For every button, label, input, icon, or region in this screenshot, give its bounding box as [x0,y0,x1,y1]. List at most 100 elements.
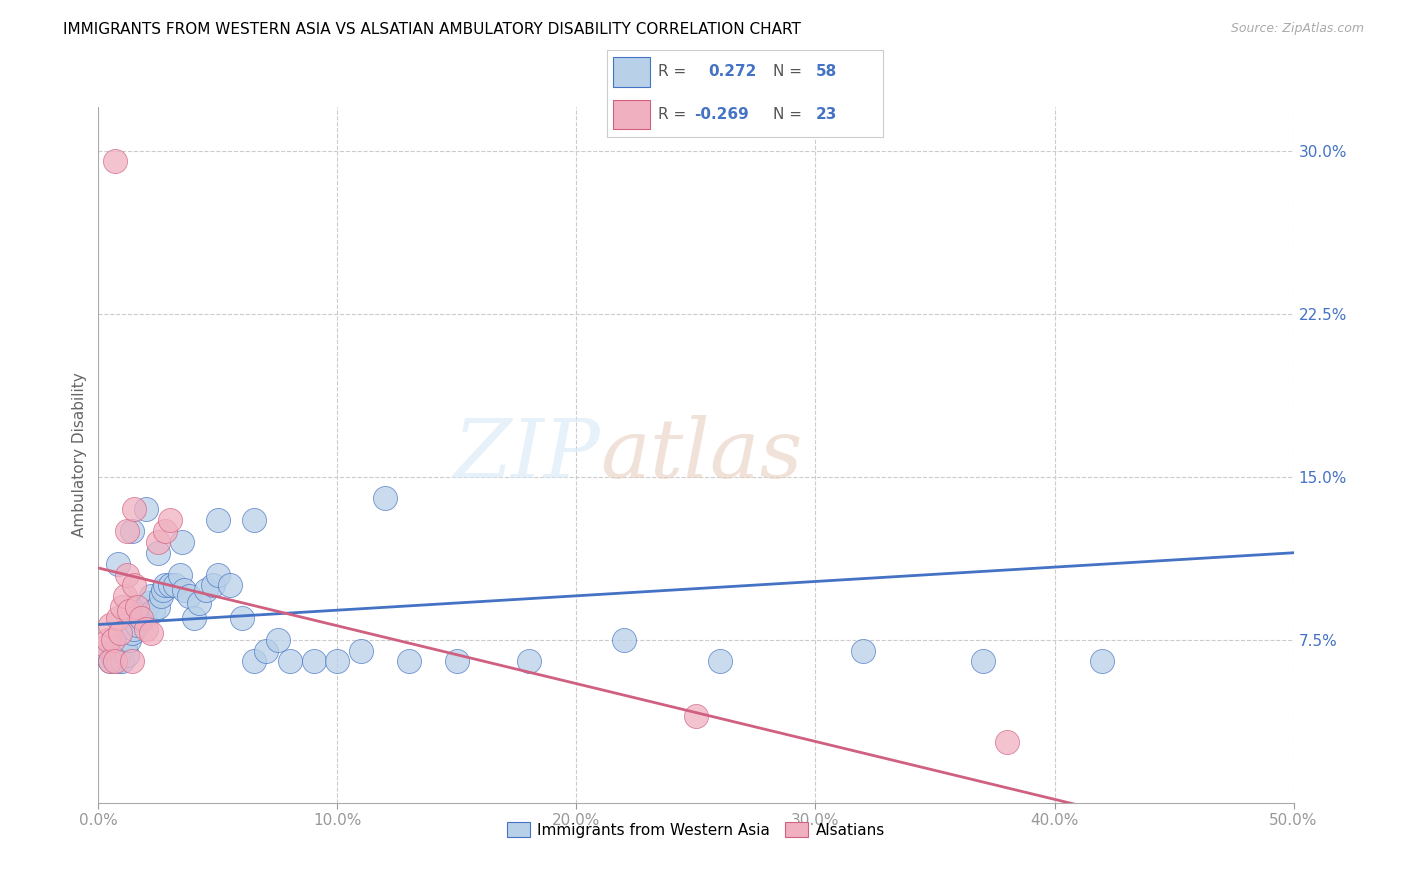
Point [152,582,174,597]
FancyBboxPatch shape [613,57,650,87]
Point [169,567,191,582]
Point [142,605,165,619]
Point [207,513,229,527]
Point [114,639,136,653]
Point [613,632,636,647]
Point [114,589,136,603]
Text: R =: R = [658,64,696,79]
Text: ZIP: ZIP [454,415,600,495]
Point [104,643,127,657]
FancyBboxPatch shape [613,100,650,129]
Point [135,600,157,615]
Point [111,655,134,669]
Y-axis label: Ambulatory Disability: Ambulatory Disability [72,373,87,537]
Point [163,578,186,592]
Text: N =: N = [773,107,807,121]
Text: -0.269: -0.269 [695,107,749,121]
Point [155,524,177,538]
Point [98,617,122,632]
Point [1091,655,1114,669]
Point [125,617,148,632]
Point [148,534,170,549]
Point [94,648,117,662]
Point [124,622,146,636]
Point [139,589,162,603]
Point [107,557,129,571]
Point [118,605,141,619]
Text: N =: N = [773,64,807,79]
Text: atlas: atlas [600,415,803,495]
Point [685,708,707,723]
FancyBboxPatch shape [607,50,883,137]
Point [187,596,209,610]
Point [446,655,468,669]
Point [101,650,124,665]
Point [159,513,181,527]
Point [125,600,148,615]
Point [148,600,170,615]
Point [98,655,122,669]
Point [135,622,157,636]
Point [517,655,540,669]
Point [101,632,124,647]
Text: R =: R = [658,107,692,121]
Point [254,643,277,657]
Point [207,567,229,582]
Point [709,655,731,669]
Point [155,578,177,592]
Point [138,596,160,610]
Point [108,643,131,657]
Point [111,600,134,615]
Point [115,524,138,538]
Point [267,632,290,647]
Point [852,643,875,657]
Point [278,655,301,669]
Point [97,632,120,647]
Point [124,502,146,516]
Point [139,626,162,640]
Text: Source: ZipAtlas.com: Source: ZipAtlas.com [1230,22,1364,36]
Point [124,578,146,592]
Point [148,546,170,560]
Point [121,524,143,538]
Point [972,655,994,669]
Point [231,611,253,625]
Point [98,655,122,669]
Point [115,567,138,582]
Point [172,534,194,549]
Point [107,611,129,625]
Point [104,154,127,169]
Point [149,589,172,603]
Point [302,655,325,669]
Point [94,639,117,653]
Point [243,513,266,527]
Text: IMMIGRANTS FROM WESTERN ASIA VS ALSATIAN AMBULATORY DISABILITY CORRELATION CHART: IMMIGRANTS FROM WESTERN ASIA VS ALSATIAN… [63,22,801,37]
Point [131,611,153,625]
Point [326,655,349,669]
Text: 23: 23 [815,107,837,121]
Point [243,655,266,669]
Point [104,655,127,669]
Point [195,582,218,597]
Point [131,611,153,625]
Point [135,502,157,516]
Text: 58: 58 [815,64,837,79]
Point [108,626,131,640]
Point [121,626,143,640]
Point [115,648,138,662]
Point [107,655,129,669]
Point [398,655,420,669]
Point [159,578,181,592]
Point [173,582,195,597]
Point [118,632,141,647]
Point [179,589,201,603]
Point [183,611,205,625]
Text: 0.272: 0.272 [709,64,756,79]
Point [121,655,143,669]
Point [995,735,1018,749]
Point [219,578,242,592]
Point [350,643,373,657]
Legend: Immigrants from Western Asia, Alsatians: Immigrants from Western Asia, Alsatians [501,815,891,844]
Point [132,611,155,625]
Point [374,491,396,506]
